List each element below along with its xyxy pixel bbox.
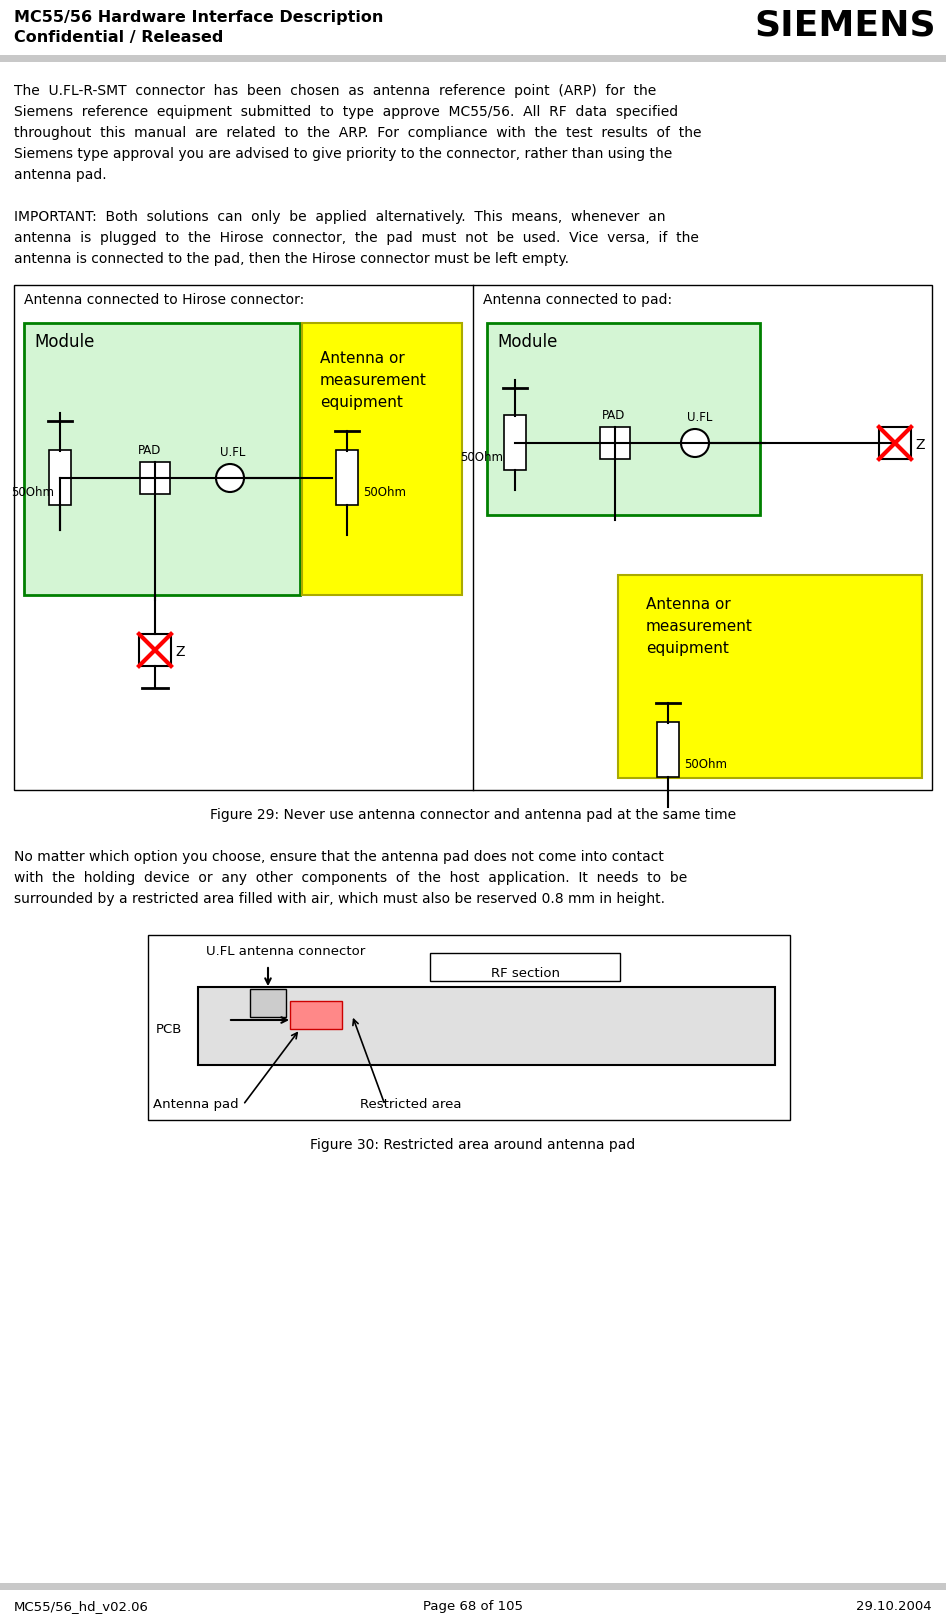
Text: MC55/56 Hardware Interface Description: MC55/56 Hardware Interface Description [14,10,383,24]
Text: Module: Module [34,333,95,351]
Bar [148,935,790,1120]
Text: IMPORTANT:  Both  solutions  can  only  be  applied  alternatively.  This  means: IMPORTANT: Both solutions can only be ap… [14,210,665,223]
Text: Figure 29: Never use antenna connector and antenna pad at the same time: Figure 29: Never use antenna connector a… [210,807,736,822]
Text: antenna pad.: antenna pad. [14,168,107,181]
Text: PAD: PAD [602,409,625,422]
Text: Antenna or
measurement
equipment: Antenna or measurement equipment [646,597,753,657]
Text: Confidential / Released: Confidential / Released [14,31,223,45]
Text: Z: Z [915,438,924,451]
Text: U.FL antenna connector: U.FL antenna connector [206,945,365,958]
Text: surrounded by a restricted area filled with air, which must also be reserved 0.8: surrounded by a restricted area filled w… [14,892,665,906]
Text: Module: Module [497,333,557,351]
Text: throughout  this  manual  are  related  to  the  ARP.  For  compliance  with  th: throughout this manual are related to th… [14,126,702,141]
Bar [0,1582,946,1590]
Text: Siemens type approval you are advised to give priority to the connector, rather : Siemens type approval you are advised to… [14,147,673,162]
Text: 29.10.2004: 29.10.2004 [856,1600,932,1613]
Text: antenna  is  plugged  to  the  Hirose  connector,  the  pad  must  not  be  used: antenna is plugged to the Hirose connect… [14,231,699,244]
Bar [139,634,171,667]
Text: 50Ohm: 50Ohm [460,451,503,464]
Bar [49,450,71,505]
Bar [657,722,679,777]
Text: 50Ohm: 50Ohm [684,757,727,772]
Text: 50Ohm: 50Ohm [11,485,54,498]
Text: The  U.FL-R-SMT  connector  has  been  chosen  as  antenna  reference  point  (A: The U.FL-R-SMT connector has been chosen… [14,84,657,99]
Text: with  the  holding  device  or  any  other  components  of  the  host  applicati: with the holding device or any other com… [14,870,687,885]
Text: Antenna or
measurement
equipment: Antenna or measurement equipment [320,351,427,411]
Bar [0,55,946,61]
Circle shape [216,464,244,492]
Text: U.FL: U.FL [687,411,712,424]
Bar [198,987,775,1065]
Bar [879,427,911,460]
Text: Restricted area: Restricted area [360,1099,462,1112]
Text: Z: Z [175,646,184,659]
Bar [487,324,760,515]
Bar [618,574,922,778]
Bar [504,414,526,469]
Bar [600,427,630,460]
Text: Antenna connected to pad:: Antenna connected to pad: [483,293,672,307]
Text: Antenna pad: Antenna pad [153,1099,238,1112]
Bar [24,324,300,595]
Text: PAD: PAD [138,443,162,456]
Text: MC55/56_hd_v02.06: MC55/56_hd_v02.06 [14,1600,149,1613]
Bar [140,463,170,493]
Text: PCB: PCB [156,1023,183,1036]
Bar [14,285,932,790]
Text: Figure 30: Restricted area around antenna pad: Figure 30: Restricted area around antenn… [310,1137,636,1152]
Bar [430,953,620,981]
Text: Page 68 of 105: Page 68 of 105 [423,1600,523,1613]
Text: RF section: RF section [490,968,559,981]
Bar [250,989,286,1018]
Bar [302,324,462,595]
Text: Siemens  reference  equipment  submitted  to  type  approve  MC55/56.  All  RF  : Siemens reference equipment submitted to… [14,105,678,120]
Text: Antenna connected to Hirose connector:: Antenna connected to Hirose connector: [24,293,305,307]
Text: antenna is connected to the pad, then the Hirose connector must be left empty.: antenna is connected to the pad, then th… [14,252,569,265]
Text: U.FL: U.FL [220,447,245,460]
Text: SIEMENS: SIEMENS [754,8,936,42]
Bar [290,1002,342,1029]
Bar [336,450,358,505]
Circle shape [681,429,709,456]
Text: No matter which option you choose, ensure that the antenna pad does not come int: No matter which option you choose, ensur… [14,849,664,864]
Text: 50Ohm: 50Ohm [363,485,406,498]
